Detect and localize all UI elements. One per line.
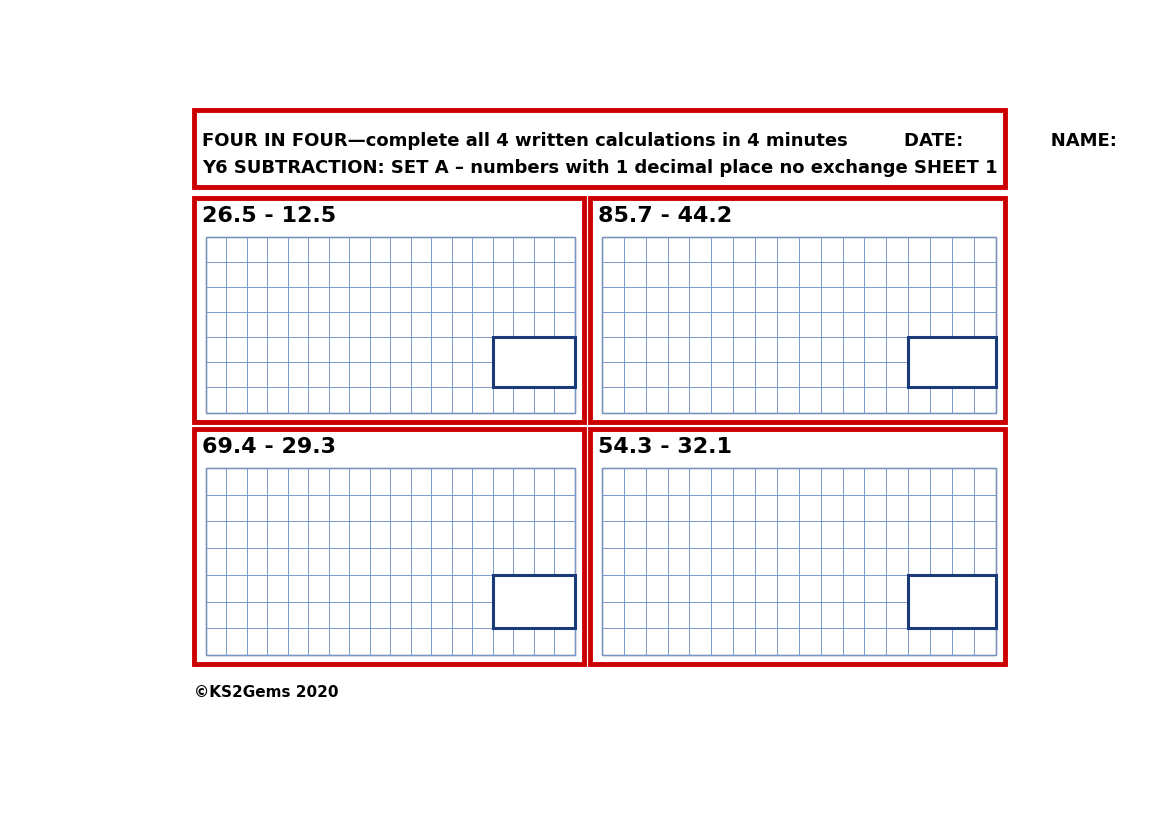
Text: 26.5 - 12.5: 26.5 - 12.5 xyxy=(202,205,336,225)
Bar xyxy=(194,199,584,423)
Bar xyxy=(908,576,996,629)
Text: 69.4 - 29.3: 69.4 - 29.3 xyxy=(202,436,336,456)
Bar xyxy=(601,468,996,655)
Bar xyxy=(493,576,574,629)
Bar xyxy=(206,237,574,413)
Bar xyxy=(493,338,574,388)
Text: ©KS2Gems 2020: ©KS2Gems 2020 xyxy=(194,684,339,699)
Bar xyxy=(591,430,1005,665)
Bar xyxy=(194,430,584,665)
Bar xyxy=(591,199,1005,423)
Text: 54.3 - 32.1: 54.3 - 32.1 xyxy=(598,436,732,456)
Bar xyxy=(194,111,1005,188)
Bar xyxy=(206,468,574,655)
Text: 85.7 - 44.2: 85.7 - 44.2 xyxy=(598,205,732,225)
Text: FOUR IN FOUR—complete all 4 written calculations in 4 minutes         DATE:     : FOUR IN FOUR—complete all 4 written calc… xyxy=(202,132,1117,151)
Bar xyxy=(601,237,996,413)
Text: Y6 SUBTRACTION: SET A – numbers with 1 decimal place no exchange SHEET 1: Y6 SUBTRACTION: SET A – numbers with 1 d… xyxy=(202,159,998,176)
Bar xyxy=(908,338,996,388)
